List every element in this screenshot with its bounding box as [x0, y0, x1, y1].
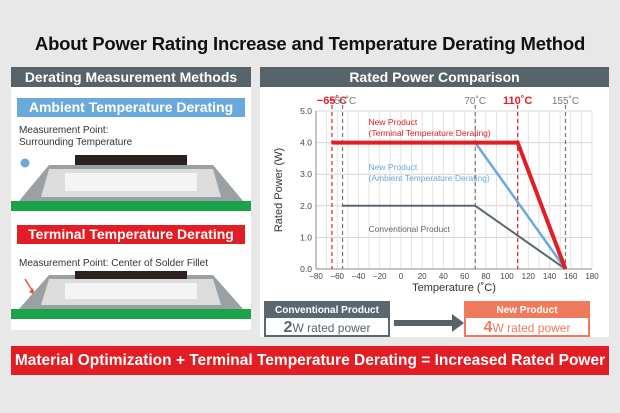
terminal-resistor-diagram	[11, 271, 251, 319]
ambient-resistive-element	[75, 155, 187, 165]
y-tick-label: 1.0	[300, 232, 312, 242]
ambient-pcb	[11, 201, 251, 211]
ambient-note-line1: Measurement Point:	[19, 125, 109, 136]
y-axis-label: Rated Power (W)	[273, 148, 285, 232]
x-axis-label: Temperature (˚C)	[412, 282, 496, 294]
x-tick-label: 100	[500, 272, 514, 281]
terminal-resistive-element	[75, 271, 187, 279]
x-tick-label: 160	[564, 272, 578, 281]
x-tick-label: 120	[522, 272, 536, 281]
x-tick-label: 180	[585, 272, 599, 281]
vline-label: −65˚C	[317, 95, 347, 107]
x-tick-label: 80	[481, 272, 490, 281]
ambient-measurement-point	[20, 158, 30, 168]
series-line	[331, 140, 568, 270]
conventional-power-unit: W rated power	[292, 321, 371, 335]
ambient-resistor-core	[65, 173, 197, 191]
series-label: Conventional Product	[369, 224, 451, 234]
y-tick-label: 4.0	[300, 138, 312, 148]
new-product-box: New Product 4W rated power	[464, 301, 590, 337]
conventional-power-value: 2	[283, 319, 293, 336]
conventional-product-box: Conventional Product 2W rated power	[264, 301, 390, 337]
x-tick-label: −60	[330, 272, 344, 281]
new-power-value: 4	[483, 319, 493, 336]
vline-label: 110˚C	[503, 95, 532, 107]
series-label: (Terminal Temperature Derating)	[369, 128, 491, 138]
x-tick-label: 0	[399, 272, 404, 281]
new-product-label: New Product	[466, 303, 588, 318]
vline-label: −55˚C	[329, 95, 357, 107]
x-tick-label: −80	[309, 272, 323, 281]
comparison-arrow	[394, 314, 464, 332]
bottom-banner: Material Optimization + Terminal Tempera…	[11, 346, 609, 375]
terminal-resistor-core	[65, 283, 197, 299]
x-tick-label: 40	[439, 272, 448, 281]
series-line	[342, 204, 567, 270]
rated-power-heading: Rated Power Comparison	[260, 67, 609, 87]
series-label: New Product	[369, 117, 418, 127]
ambient-measurement-note: Measurement Point: Surrounding Temperatu…	[19, 125, 132, 149]
x-tick-label: −40	[352, 272, 366, 281]
rated-power-chart: 0.0 1.0 2.0 3.0 4.0 5.0 −80 −60 −40 −20 0 20 40 60 80 1…	[273, 95, 599, 294]
measurement-methods-panel: Derating Measurement Methods Ambient Tem…	[11, 67, 251, 330]
y-tick-label: 2.0	[300, 201, 312, 211]
terminal-pcb	[11, 309, 251, 319]
rated-power-panel: Rated Power Comparison 0.0 1.0 2.0 3.0 4.0 5.…	[260, 67, 609, 337]
series-label: (Ambient Temperature Derating)	[369, 173, 490, 183]
new-power-unit: W rated power	[492, 321, 571, 335]
conventional-product-label: Conventional Product	[266, 303, 388, 318]
terminal-measurement-note: Measurement Point: Center of Solder Fill…	[19, 258, 208, 269]
y-tick-label: 0.0	[300, 264, 312, 274]
x-tick-label: 60	[460, 272, 469, 281]
new-rated-power: 4W rated power	[466, 318, 588, 338]
y-tick-label: 5.0	[300, 106, 312, 116]
ambient-note-line2: Surrounding Temperature	[19, 137, 133, 148]
ambient-resistor-diagram	[11, 155, 251, 211]
series-label: New Product	[369, 162, 418, 172]
x-tick-label: 140	[543, 272, 557, 281]
ambient-derating-heading: Ambient Temperature Derating	[17, 98, 245, 117]
vline-label: 155˚C	[552, 95, 579, 107]
y-tick-label: 3.0	[300, 169, 312, 179]
x-tick-label: 20	[418, 272, 427, 281]
measurement-methods-heading: Derating Measurement Methods	[11, 67, 251, 87]
conventional-rated-power: 2W rated power	[266, 318, 388, 338]
page-title: About Power Rating Increase and Temperat…	[34, 33, 586, 54]
terminal-derating-heading: Terminal Temperature Derating	[17, 225, 245, 244]
vline-label: 70˚C	[464, 95, 486, 107]
x-tick-label: −20	[373, 272, 387, 281]
